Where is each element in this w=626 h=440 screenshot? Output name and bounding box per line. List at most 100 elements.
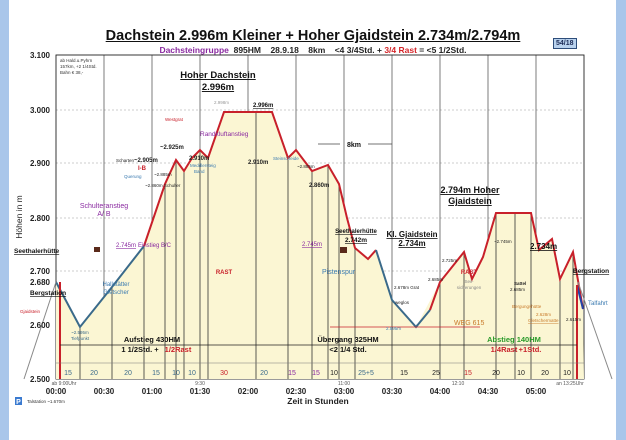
segment-minutes: 15	[64, 370, 72, 377]
weglos-label: weglos	[395, 300, 410, 305]
tour-stats: 895HM 28.9.18 8km <4 3/4Std. +	[228, 45, 385, 55]
info-line: ab Hald.u.Pyhrn	[60, 58, 93, 63]
rast-label-1: RAST	[216, 270, 233, 276]
querung-label: Querung	[124, 174, 142, 179]
x-tick: 04:30	[478, 387, 499, 396]
meddlersteig-label: Meddlersteig	[190, 163, 216, 168]
y-tick: 3.000	[30, 106, 51, 115]
x-tick: 05:00	[526, 387, 547, 396]
segment-minutes: 20	[90, 370, 98, 377]
info-line: Bahn € 38,-	[60, 70, 84, 75]
segment-minutes: 10	[188, 370, 196, 377]
profile-line-red-2	[429, 212, 584, 311]
segment-minutes: 20	[124, 370, 132, 377]
kl-gjaidstein-elev: 2.734m	[398, 239, 425, 248]
chart-title: Dachstein 2.996m Kleiner + Hoher Gjaidst…	[105, 28, 521, 44]
e2885-right: ~2.885m	[297, 164, 315, 169]
ab-label: A/ B	[97, 211, 111, 218]
e2905-label: ~2.905m	[134, 158, 158, 164]
segment-minutes: 25	[432, 370, 440, 377]
hoher-dachstein-title: Hoher Dachstein	[180, 70, 256, 81]
e2615-label: 2.615m	[566, 317, 581, 322]
scharten-label: Scharten	[116, 158, 135, 163]
section-descent-rest: 1/4Rast	[491, 345, 518, 354]
randkluft-label: Randkluftanstieg	[200, 131, 249, 138]
segment-minutes: 10	[330, 370, 338, 377]
segment-minutes: 30	[220, 370, 228, 377]
e3000-label: 2.998m	[214, 100, 229, 105]
schulter-label: ~2.860m Schulter	[145, 183, 181, 188]
segment-minutes: 10	[563, 370, 571, 377]
segment-minutes: 15	[312, 370, 320, 377]
section-descent-time: +1Std.	[519, 345, 542, 354]
x-tick: 02:00	[238, 387, 259, 396]
e2745-left: 2.745m	[116, 243, 136, 249]
time-mark: 11:00	[338, 381, 350, 387]
segment-minutes: 15	[464, 370, 472, 377]
profile-line-blue-1	[55, 245, 145, 329]
end-time: an 13:25Uhr	[556, 381, 584, 387]
e2725-label: 2.725m	[442, 258, 457, 263]
elev-2680: 2.680	[30, 278, 51, 287]
time-mark: 12:10	[452, 381, 465, 387]
bergstation-left: Bergstation	[30, 290, 66, 297]
section-traverse: Übergang 325HM	[317, 335, 378, 344]
segment-minutes: 20	[541, 370, 549, 377]
e2595-label: 2.595m	[386, 326, 401, 331]
e2745b-label: ~2.745m	[494, 239, 512, 244]
section-ascent: Aufstieg 430HM	[124, 335, 180, 344]
talfahrt-label: Talfahrt	[588, 301, 608, 307]
weg-label: WEG 615	[454, 320, 484, 327]
band-label: Band	[194, 169, 205, 174]
section-ascent-time: 1 1/2Std. +	[121, 345, 159, 354]
x-tick: 02:30	[286, 387, 307, 396]
y-tick: 2.900	[30, 159, 51, 168]
time-mark: 9:30	[195, 381, 205, 387]
gjaidstein-small: Gjaidstein	[20, 309, 41, 314]
segment-minutes: 25+5	[358, 370, 374, 377]
e2685b-label: 2.685m	[510, 287, 525, 292]
einstieg-label: Einstieg B/C	[138, 243, 172, 249]
y-tick: 2.700	[30, 267, 51, 276]
distance-label: 8km	[347, 142, 361, 149]
segment-minutes: 10	[517, 370, 525, 377]
gletschermatte-label: Gletschermatte	[528, 318, 559, 323]
x-tick: 00:30	[94, 387, 115, 396]
e2910-right: 2.910m	[248, 160, 268, 166]
hoher-dachstein-elev: 2.996m	[202, 82, 234, 93]
section-descent: Abstieg 140HM	[487, 335, 541, 344]
seethalerhuette-label: Seethalerhütte	[335, 229, 377, 235]
page-number-badge: 54/18	[553, 38, 577, 49]
segment-minutes: 15	[152, 370, 160, 377]
segment-minutes: 20	[492, 370, 500, 377]
hoher-gjaidstein-title-2: Gjaidstein	[448, 196, 492, 206]
tiefpunkt-elev: ~2.595m	[71, 330, 89, 335]
sicherungen-label: sicherungen	[457, 285, 482, 290]
pistenspur-label: Pistenspur	[322, 269, 356, 276]
hallstaetter-label: Hallstätter	[102, 282, 129, 288]
talstation-label: Talstation ~1.670m	[27, 399, 65, 404]
rast-label-2: RAST	[461, 270, 478, 276]
chart-subtitle: Dachsteingruppe 895HM 28.9.18 8km <4 3/4…	[0, 45, 626, 55]
e2925-label: ~2.925m	[160, 145, 184, 151]
segment-minutes: 20	[260, 370, 268, 377]
y-tick: 2.800	[30, 214, 51, 223]
e2860-right: 2.860m	[309, 183, 329, 189]
segment-minutes: 15	[288, 370, 296, 377]
schulteranstieg-label: Schulteranstieg	[80, 203, 128, 210]
section-ascent-rest: 1/2Rast	[165, 345, 192, 354]
e2628-label: 2.628m	[536, 312, 551, 317]
x-tick: 04:00	[430, 387, 451, 396]
profile-line-red-1	[143, 111, 377, 261]
x-tick: 03:30	[382, 387, 403, 396]
x-axis-label: Zeit in Stunden	[287, 396, 348, 406]
rest-time: 3/4 Rast	[384, 45, 417, 55]
y-tick: 2.500	[30, 375, 51, 384]
tiefpunkt-label: Tiefpunkt	[71, 336, 90, 341]
segment-minutes: 10	[172, 370, 180, 377]
y-axis-label: Höhen in m	[14, 195, 24, 238]
x-tick: 01:00	[142, 387, 163, 396]
mountain-group: Dachsteingruppe	[159, 45, 229, 55]
x-tick: 03:00	[334, 387, 355, 396]
